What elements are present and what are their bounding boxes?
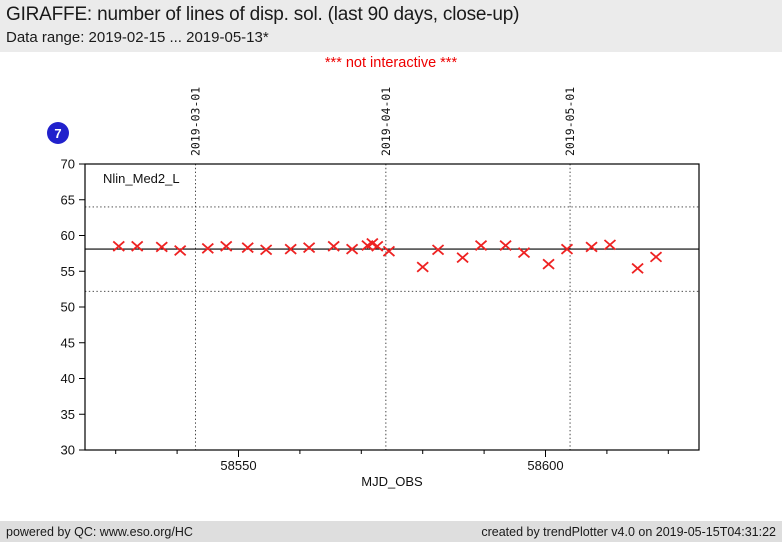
page-title: GIRAFFE: number of lines of disp. sol. (… — [6, 4, 520, 25]
data-points — [112, 237, 663, 274]
svg-text:58600: 58600 — [527, 458, 563, 473]
date-gridlines: 2019-03-01 2019-04-01 2019-05-01 — [189, 87, 577, 450]
svg-text:70: 70 — [61, 157, 75, 172]
data-range-subtitle: Data range: 2019-02-15 ... 2019-05-13* — [6, 29, 269, 46]
x-marker — [303, 242, 316, 254]
plot-index-badge[interactable]: 7 — [47, 122, 69, 144]
x-marker — [327, 240, 340, 252]
x-marker — [345, 243, 359, 255]
x-marker — [371, 240, 384, 252]
not-interactive-notice: *** not interactive *** — [324, 55, 458, 71]
x-marker — [456, 252, 469, 264]
date-gridline-label: 2019-03-01 — [189, 87, 203, 156]
x-marker — [220, 240, 233, 252]
x-marker — [499, 240, 512, 251]
footer: powered by QC: www.eso.org/HC created by… — [0, 521, 782, 542]
x-marker — [416, 261, 429, 273]
svg-text:60: 60 — [61, 228, 75, 243]
x-marker — [241, 242, 254, 254]
series-legend-label: Nlin_Med2_L — [103, 171, 180, 186]
x-axis-title: MJD_OBS — [361, 474, 423, 489]
x-marker — [201, 242, 214, 254]
x-marker — [585, 241, 598, 253]
x-axis: 58550 58600 MJD_OBS — [115, 450, 669, 489]
x-marker — [174, 245, 187, 256]
x-marker — [542, 258, 555, 270]
x-marker — [560, 243, 574, 255]
x-marker — [631, 262, 644, 274]
svg-text:65: 65 — [61, 192, 75, 207]
x-marker — [603, 239, 617, 251]
x-marker — [155, 241, 168, 253]
x-marker — [284, 243, 297, 255]
footer-credit-generator: created by trendPlotter v4.0 on 2019-05-… — [481, 524, 776, 539]
svg-text:45: 45 — [61, 335, 75, 350]
x-marker — [431, 244, 445, 256]
x-marker — [131, 240, 144, 252]
x-marker — [112, 240, 125, 252]
x-marker — [260, 244, 273, 256]
date-gridline-label: 2019-05-01 — [563, 87, 577, 156]
date-gridline-label: 2019-04-01 — [379, 87, 393, 156]
y-axis: 30 35 40 45 50 55 60 65 70 — [61, 157, 85, 458]
svg-text:58550: 58550 — [220, 458, 256, 473]
chart-canvas: 2019-03-01 2019-04-01 2019-05-01 30 35 40 45 50… — [0, 80, 782, 510]
x-marker — [517, 247, 531, 259]
svg-text:40: 40 — [61, 371, 75, 386]
header: GIRAFFE: number of lines of disp. sol. (… — [0, 0, 782, 52]
svg-text:35: 35 — [61, 407, 75, 422]
x-marker — [382, 245, 396, 257]
svg-text:50: 50 — [61, 300, 75, 315]
chart-svg: 2019-03-01 2019-04-01 2019-05-01 30 35 40 45 50… — [61, 87, 700, 489]
footer-credit-qc: powered by QC: www.eso.org/HC — [6, 524, 193, 539]
svg-text:30: 30 — [61, 443, 75, 458]
x-marker — [649, 251, 663, 263]
x-marker — [474, 240, 488, 251]
svg-text:55: 55 — [61, 264, 75, 279]
